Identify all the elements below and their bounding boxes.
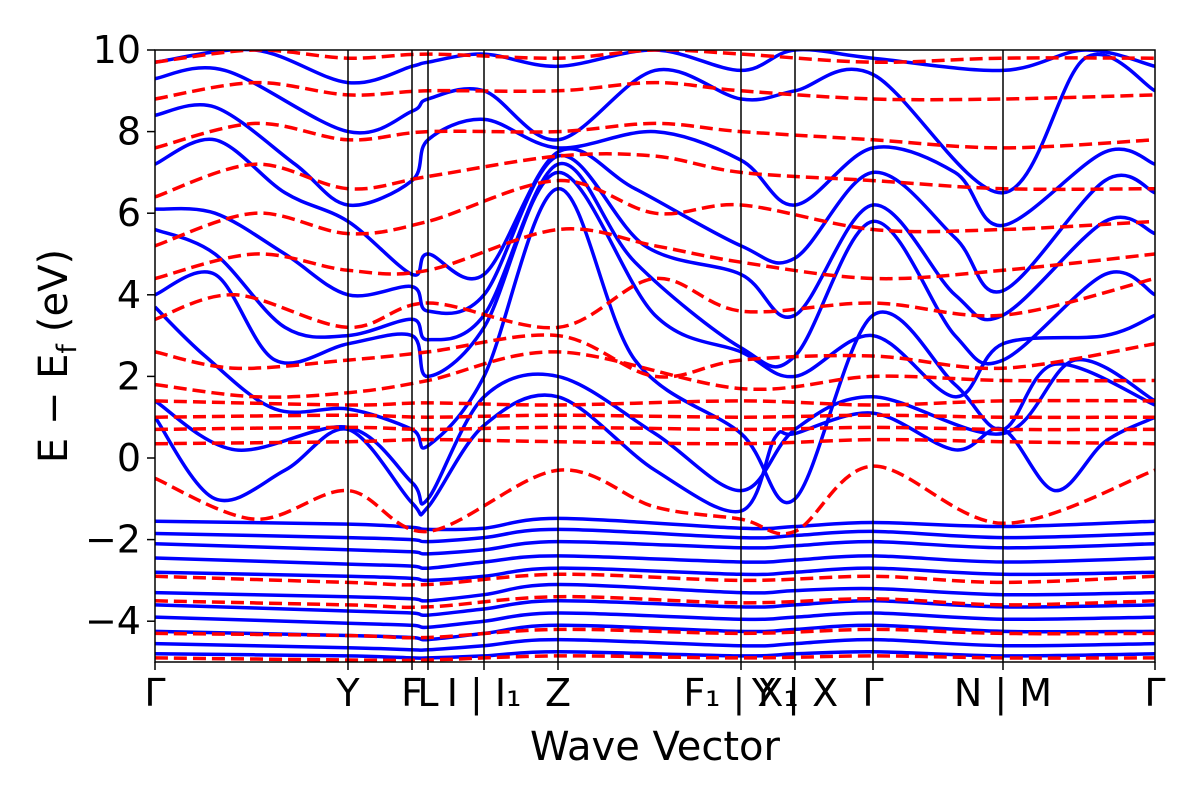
plot-frame — [154, 49, 1156, 663]
x-tick-label-3: L — [417, 671, 438, 715]
solid-band-line-20 — [155, 50, 1155, 85]
y-tick-label: 10 — [93, 28, 141, 72]
solid-band-line-13 — [155, 186, 1155, 505]
solid-band-line-6 — [155, 599, 1155, 617]
y-tick-label: −2 — [85, 518, 141, 562]
solid-band-line-10 — [155, 650, 1155, 660]
solid-band-line-0 — [155, 516, 1155, 532]
dashed-band-line-6 — [155, 413, 1155, 420]
y-tick-label: 0 — [117, 436, 141, 480]
x-tick-label-8: Γ — [862, 671, 883, 715]
y-tick-label: 8 — [117, 110, 141, 154]
dashed-band-line-8 — [155, 350, 1155, 399]
solid-band-line-14 — [155, 170, 1155, 399]
x-tick-label-5: Z — [545, 671, 571, 715]
solid-band-line-1 — [155, 527, 1155, 544]
x-tick-label-6: F₁ | X₁ — [683, 671, 798, 716]
solid-band-line-17 — [155, 137, 1155, 294]
y-axis: −4 −2 0 2 4 6 8 10 — [85, 28, 155, 643]
dashed-band-line-14 — [155, 152, 1155, 199]
y-axis-title-unit: (eV) — [31, 249, 77, 332]
dashed-band-line-13 — [155, 178, 1155, 248]
solid-band-line-7 — [155, 611, 1155, 630]
dashed-band-line-16 — [155, 80, 1155, 102]
dashed-band-line-17 — [155, 50, 1155, 65]
x-axis: Γ Y FL I | I₁ Z F₁ | X₁Y | X Γ N | M Γ — [144, 662, 1166, 716]
x-tick-label-9: N | M — [954, 671, 1052, 716]
x-tick-label-0: Γ — [144, 671, 165, 715]
dashed-band-line-12 — [155, 227, 1155, 281]
solid-band-line-18 — [155, 102, 1155, 228]
solid-band-line-5 — [155, 582, 1155, 603]
kpoint-lines — [347, 50, 1004, 662]
solid-band-line-4 — [155, 566, 1155, 583]
x-tick-label-7: Y | X — [751, 671, 838, 716]
solid-band-line-15 — [155, 161, 1155, 369]
dashed-band-line-11 — [155, 276, 1155, 330]
solid-band-line-9 — [155, 637, 1155, 652]
solid-band-line-3 — [155, 554, 1155, 571]
x-axis-title: Wave Vector — [530, 724, 781, 770]
y-axis-title: E − Ef (eV) — [31, 249, 83, 463]
y-tick-label: 6 — [117, 191, 141, 235]
y-tick-label: 2 — [117, 354, 141, 398]
solid-band-line-2 — [155, 539, 1155, 556]
y-axis-title-main: E − E — [31, 354, 77, 464]
x-tick-label-4: I | I₁ — [447, 671, 522, 716]
dashed-band-line-4 — [155, 437, 1155, 446]
dashed-band-line-10 — [155, 333, 1155, 379]
dashed-band-line-9 — [155, 464, 1155, 536]
y-axis-title-sub: f — [52, 343, 83, 354]
bands-layer — [155, 50, 1155, 662]
x-tick-label-1: Y — [335, 671, 360, 715]
y-tick-label: −4 — [85, 599, 141, 643]
x-tick-label-10: Γ — [1144, 671, 1165, 715]
solid-band-line-16 — [155, 153, 1155, 322]
x-tick-label-2: F — [401, 671, 423, 715]
dashed-band-line-15 — [155, 121, 1155, 150]
y-tick-label: 4 — [117, 273, 141, 317]
dashed-band-line-7 — [155, 398, 1155, 407]
